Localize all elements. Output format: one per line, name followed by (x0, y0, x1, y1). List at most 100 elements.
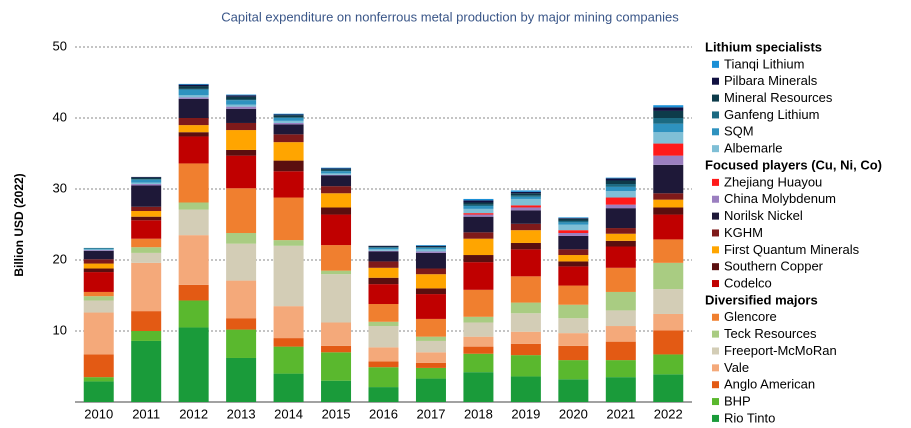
bar-segment (653, 374, 684, 402)
bar-segment (131, 262, 162, 312)
bar-segment (415, 268, 446, 275)
legend-label: Albemarle (724, 141, 783, 156)
bar-segment (558, 222, 589, 225)
bar-segment (605, 191, 636, 198)
legend-label: BHP (724, 393, 751, 408)
bar-segment (558, 333, 589, 346)
bar-segment (178, 202, 209, 210)
bar-segment (83, 248, 114, 250)
bar-segment (321, 186, 352, 194)
legend-label: Norilsk Nickel (724, 208, 803, 223)
legend-swatch (712, 229, 719, 237)
x-tick-label: 2012 (179, 406, 208, 421)
bar-segment (83, 377, 114, 382)
bar-segment (510, 198, 541, 206)
legend-swatch (712, 94, 719, 102)
x-tick-label: 2010 (84, 406, 113, 421)
bar-segment (83, 272, 114, 292)
bar-segment (131, 340, 162, 402)
legend-swatch (712, 145, 719, 153)
y-tick-label: 20 (53, 251, 67, 266)
bar-segment (273, 346, 304, 374)
bar-segment (83, 249, 114, 251)
legend-swatch (712, 178, 719, 186)
bar-segment (510, 190, 541, 192)
bar-segment (653, 207, 684, 215)
bar-segment (415, 294, 446, 319)
legend-swatch (712, 414, 719, 422)
bar-segment (415, 251, 446, 253)
legend-swatch (712, 263, 719, 271)
legend-label: SQM (724, 124, 754, 139)
bar-segment (321, 167, 352, 169)
bar-segment (83, 312, 114, 355)
legend-label: Mineral Resources (724, 90, 833, 105)
bar-segment (463, 238, 494, 256)
bar-segment (605, 291, 636, 311)
bar-segment (415, 288, 446, 295)
bar-segment (510, 331, 541, 344)
bar-segment (226, 280, 257, 319)
bar-segment (83, 247, 114, 249)
bar-segment (605, 240, 636, 247)
bar-segment (558, 218, 589, 219)
bar-segment (178, 84, 209, 87)
bar-segment (368, 284, 399, 305)
bar-segment (321, 171, 352, 174)
bar-segment (510, 205, 541, 208)
bar-segment (368, 267, 399, 278)
bar-segment (321, 174, 352, 176)
bar-segment (463, 255, 494, 263)
bar-segment (653, 239, 684, 263)
bar-segment (463, 214, 494, 217)
bar-segment (605, 184, 636, 187)
bar-segment (653, 330, 684, 355)
x-tick-label: 2011 (132, 406, 160, 421)
bar-segment (558, 224, 589, 231)
y-tick-label: 50 (53, 38, 67, 53)
bar-segment (415, 362, 446, 368)
bar-segment (653, 105, 684, 108)
bar-segment (653, 262, 684, 290)
bar-segment (463, 346, 494, 354)
bar-segment (510, 191, 541, 194)
bar-segment (653, 354, 684, 375)
bar-segment (558, 217, 589, 219)
bar-segment (226, 108, 257, 123)
legend-swatch (712, 364, 719, 372)
bar-segment (83, 268, 114, 273)
bar-segment (131, 185, 162, 207)
bar-segment (226, 96, 257, 100)
bar-segment (178, 327, 209, 402)
bar-segment (321, 345, 352, 353)
bar-segment (273, 171, 304, 198)
bar-segment (653, 107, 684, 111)
bar-segment (463, 216, 494, 233)
bar-segment (368, 387, 399, 402)
bar-segment (653, 143, 684, 156)
x-tick-label: 2019 (511, 406, 540, 421)
bar-segment (226, 106, 257, 109)
bar-segment (131, 247, 162, 253)
bar-segment (463, 198, 494, 201)
bar-segment (226, 149, 257, 156)
bar-segment (558, 233, 589, 236)
bar-segment (510, 302, 541, 314)
bar-segment (321, 170, 352, 172)
bar-segment (605, 177, 636, 179)
bar-segment (178, 125, 209, 133)
bar-segment (558, 345, 589, 361)
bar-segment (131, 216, 162, 221)
bar-segment (558, 379, 589, 402)
legend-label: Ganfeng Lithium (724, 107, 819, 122)
bar-segment (131, 179, 162, 180)
legend-label: Tianqi Lithium (724, 56, 804, 71)
legend-swatch (712, 212, 719, 220)
bar-segment (605, 197, 636, 205)
bar-segment (463, 206, 494, 209)
bar-segment (605, 310, 636, 327)
bar-segment (178, 136, 209, 164)
bar-segment (510, 207, 541, 211)
bar-segment (321, 274, 352, 323)
